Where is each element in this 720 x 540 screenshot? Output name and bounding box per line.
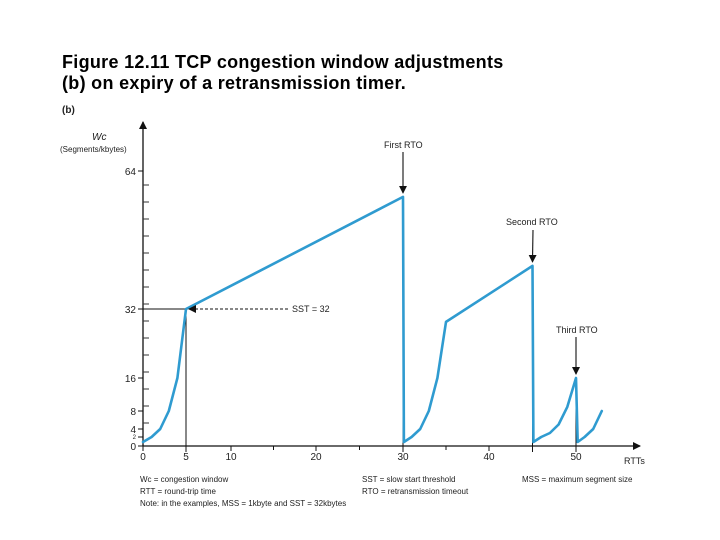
panel-label: (b) bbox=[62, 105, 75, 116]
y-tick-label: 16 bbox=[125, 374, 137, 385]
legend: Wc = congestion window SST = slow start t… bbox=[140, 475, 633, 508]
series-line-wc bbox=[141, 195, 604, 444]
y-tick-label: 8 bbox=[130, 407, 136, 418]
rto-label: Third RTO bbox=[556, 325, 598, 335]
x-tick-label: 20 bbox=[310, 452, 322, 463]
figure-title: Figure 12.11 TCP congestion window adjus… bbox=[62, 52, 682, 94]
y-tick-label: 0 bbox=[130, 442, 136, 453]
rto-arrow bbox=[528, 229, 537, 263]
legend-entry: SST = slow start threshold bbox=[362, 475, 455, 484]
x-axis-label: RTTs bbox=[624, 456, 645, 466]
x-tick-label: 0 bbox=[140, 452, 146, 463]
legend-entry: Note: in the examples, MSS = 1kbyte and … bbox=[140, 499, 346, 508]
x-tick-label: 30 bbox=[397, 452, 409, 463]
figure-title-line-2: (b) on expiry of a retransmission timer. bbox=[62, 73, 407, 93]
legend-entry: RTT = round-trip time bbox=[140, 487, 217, 496]
x-tick-label: 50 bbox=[570, 452, 582, 463]
y-tick-label: 32 bbox=[125, 305, 137, 316]
x-tick-label: 5 bbox=[183, 452, 189, 463]
sst-label: SST = 32 bbox=[292, 304, 330, 314]
legend-entry: RTO = retransmission timeout bbox=[362, 487, 469, 496]
y-tick-label: 64 bbox=[125, 167, 137, 178]
rto-label: First RTO bbox=[384, 140, 423, 150]
legend-entry: MSS = maximum segment size bbox=[522, 475, 633, 484]
x-tick-label: 40 bbox=[483, 452, 495, 463]
x-tick-label: 10 bbox=[225, 452, 237, 463]
figure-title-line-1: Figure 12.11 TCP congestion window adjus… bbox=[62, 52, 504, 72]
y-tick-label: 2 bbox=[133, 435, 137, 441]
legend-entry: Wc = congestion window bbox=[140, 475, 228, 484]
rto-label: Second RTO bbox=[506, 217, 558, 227]
y-tick-label: 4 bbox=[130, 425, 136, 436]
y-axis-label-line-2: (Segments/kbytes) bbox=[60, 145, 127, 154]
y-axis-label-line-1: Wc bbox=[92, 132, 106, 143]
